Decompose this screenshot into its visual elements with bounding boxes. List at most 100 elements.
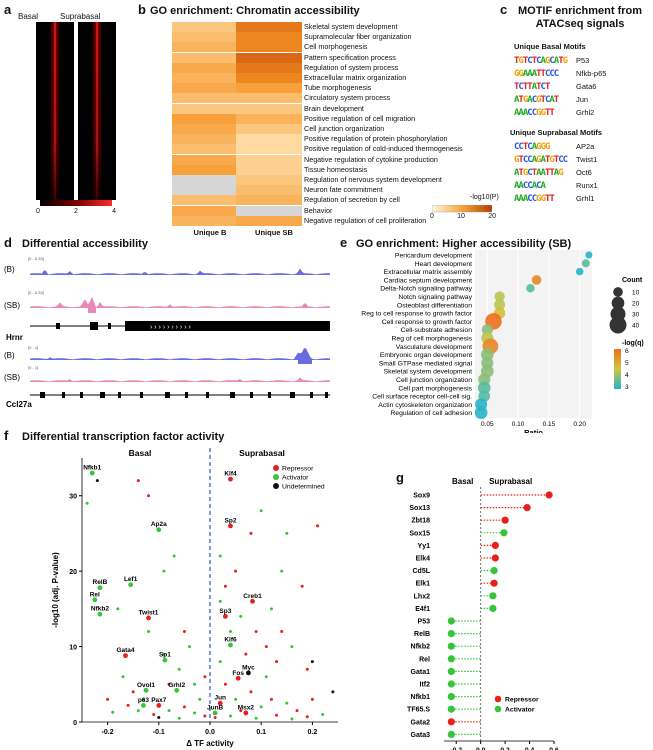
tf-dot: [490, 567, 498, 575]
tf-point-labeled: [246, 670, 251, 676]
tf-point-labeled: [217, 700, 223, 706]
motif-base: G: [558, 167, 564, 178]
go-term-label: Vasculature development: [396, 344, 472, 351]
tf-dot: [447, 718, 455, 726]
motif-base: A: [522, 107, 529, 118]
go-term: Brain development: [304, 103, 364, 113]
motif-base: T: [522, 81, 529, 92]
gene-label: Ccl27a: [6, 400, 32, 409]
go-cell-sb: [236, 185, 302, 196]
motif-base: G: [540, 141, 547, 152]
tf-label: Klf6: [224, 637, 237, 644]
tf-name: Nfkb2: [411, 644, 431, 651]
tf-point: [121, 675, 125, 679]
go-cell-b: [172, 134, 236, 145]
panel-e-label: e: [340, 235, 348, 250]
panel-e-title: GO enrichment: Higher accessibility (SB): [356, 238, 572, 250]
motif-row: TCTTATCT Gata6: [514, 80, 606, 93]
motif-name: Gata6: [576, 82, 597, 91]
tf-label: Sp2: [225, 517, 237, 524]
tf-point: [295, 709, 299, 713]
motif-base: T: [522, 55, 529, 66]
legend-swatch: [273, 465, 279, 471]
motif-name: Runx1: [576, 181, 598, 190]
motif-base: C: [527, 154, 533, 165]
motif-base: A: [514, 180, 520, 191]
tf-point: [239, 614, 243, 618]
motif-base: G: [514, 154, 520, 165]
tf-label: Rel: [90, 591, 100, 598]
go-cell-sb: [236, 93, 302, 104]
motif-base: T: [553, 154, 560, 165]
go-cell-b: [172, 164, 236, 175]
tf-dot: [523, 504, 531, 512]
count-legend-title: Count: [622, 277, 643, 284]
go-cell-sb: [236, 52, 302, 63]
tf-point: [162, 569, 166, 573]
motif-base: A: [518, 180, 524, 191]
motif-base: T: [536, 68, 542, 79]
motif-base: C: [522, 154, 529, 165]
go-term: Circulatory system process: [304, 93, 391, 103]
tf-point: [316, 524, 320, 528]
go-term-label: Osteoblast differentiation: [397, 302, 472, 309]
motif-base: C: [522, 180, 529, 191]
tf-point: [280, 569, 284, 573]
motif-row: AACCACA Runx1: [514, 179, 598, 192]
motif-base: A: [527, 68, 533, 79]
motif-base: T: [531, 167, 538, 178]
motif-base: G: [518, 55, 524, 66]
motif-base: T: [518, 154, 524, 165]
tf-point: [285, 531, 289, 535]
tf-point: [203, 675, 207, 679]
go-cell-b: [172, 32, 236, 43]
go-bubble: [585, 251, 593, 259]
tf-dot: [447, 617, 455, 625]
motif-base: T: [549, 193, 555, 204]
exon: [250, 392, 253, 398]
motif-base: A: [536, 167, 542, 178]
motif-base: A: [549, 94, 555, 105]
go-cell-sb: [236, 32, 302, 43]
tf-name: Cd5L: [413, 568, 431, 575]
x-tick-label: 0.4: [525, 747, 535, 750]
tf-point-labeled: [128, 582, 134, 588]
motif-base: C: [536, 55, 542, 66]
tf-dot: [545, 491, 553, 499]
legend-swatch: [273, 474, 279, 480]
legend-swatch: [494, 705, 502, 713]
track-sb-signal: [30, 377, 330, 382]
tf-name: E4f1: [415, 606, 430, 613]
tf-point: [177, 667, 181, 671]
motif-base: C: [544, 68, 551, 79]
tf-name: Itf2: [420, 682, 431, 689]
colorbar-tick: 4: [112, 208, 116, 215]
tf-name: Gata3: [411, 732, 431, 739]
tf-point: [162, 652, 166, 656]
tf-point-labeled: [243, 710, 249, 716]
colorbar-tick: 2: [74, 208, 78, 215]
go-cell-b: [172, 124, 236, 134]
motif-base: T: [544, 167, 551, 178]
motif-base: C: [514, 141, 520, 152]
go-cell-b: [172, 215, 236, 226]
tf-point-labeled: [228, 642, 233, 648]
count-legend-label: 10: [632, 290, 640, 297]
go-term: Extracellular matrix organization: [304, 73, 407, 83]
exon: [268, 392, 271, 398]
tf-point: [244, 652, 248, 656]
go-term-label: Skeletal system development: [384, 369, 473, 376]
motif-base: T: [544, 81, 551, 92]
tf-label: Sp3: [219, 608, 231, 615]
tf-point: [228, 714, 232, 718]
tf-name: Gata1: [411, 669, 431, 676]
motif-base: T: [544, 107, 551, 118]
go-cell-b: [172, 42, 236, 53]
exon: [325, 392, 328, 398]
tf-point: [167, 709, 171, 713]
tf-label: Nfkb2: [91, 606, 109, 613]
tf-name: Lhx2: [414, 593, 430, 600]
motif-row: GTCCAGATGTCC Twist1: [514, 153, 598, 166]
go-cell-sb: [236, 175, 302, 185]
panel-d-title: Differential accessibility: [22, 238, 148, 250]
